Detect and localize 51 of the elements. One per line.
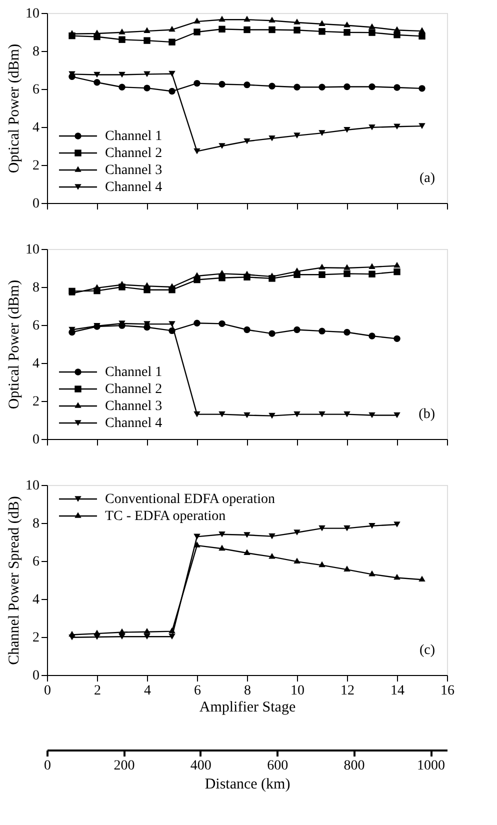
x2-tick-label: 400: [190, 758, 212, 774]
x2-tick-label: 800: [344, 758, 365, 774]
x-tick-label: 2: [94, 684, 101, 698]
y-tick-label: 8: [32, 280, 40, 296]
y-axis-title: Optical Power (dBm): [6, 44, 22, 174]
legend-label: Channel 2: [105, 146, 162, 161]
annotation: (c): [419, 643, 436, 658]
legend-label: Channel 3: [105, 399, 162, 414]
y-tick-label: 2: [32, 158, 40, 174]
legend-label: Channel 1: [105, 129, 162, 144]
x-tick-label: 8: [244, 684, 251, 698]
y-tick-label: 6: [32, 318, 40, 334]
x2-tick-label: 200: [114, 758, 135, 774]
legend-label: Channel 2: [105, 382, 162, 397]
legend-label: TC - EDFA operation: [105, 509, 226, 524]
y-tick-label: 0: [32, 196, 40, 212]
legend-label: Channel 4: [105, 416, 162, 431]
x-tick-label: 4: [144, 684, 151, 698]
y-tick-label: 10: [26, 478, 40, 494]
x2-tick-label: 600: [267, 758, 288, 774]
x-tick-label: 16: [440, 684, 454, 698]
y-tick-label: 10: [26, 6, 40, 22]
x-tick-label: 6: [194, 684, 201, 698]
legend-label: Channel 1: [105, 365, 162, 380]
x2-tick-label: 1000: [417, 758, 446, 774]
legend-label: Channel 3: [105, 163, 162, 178]
x-axis-title: Amplifier Stage: [199, 700, 296, 716]
y-tick-label: 2: [32, 630, 40, 646]
legend-label: Channel 4: [105, 180, 162, 195]
x-tick-label: 0: [44, 684, 51, 698]
y-tick-label: 4: [32, 120, 40, 136]
y-tick-label: 4: [32, 592, 40, 608]
x2-tick-label: 0: [44, 758, 51, 774]
x-tick-label: 14: [390, 684, 404, 698]
y-axis-title: Channel Power Spread (dB): [6, 496, 22, 665]
x-tick-label: 12: [340, 684, 354, 698]
y-tick-label: 6: [32, 554, 40, 570]
y-tick-label: 8: [32, 516, 40, 532]
x2-axis-title: Distance (km): [204, 776, 290, 792]
y-tick-label: 0: [32, 668, 40, 684]
annotation: (b): [418, 407, 436, 422]
y-tick-label: 0: [32, 432, 40, 448]
x-tick-label: 10: [290, 684, 304, 698]
y-tick-label: 4: [32, 356, 40, 372]
y-tick-label: 10: [26, 242, 40, 258]
legend-label: Conventional EDFA operation: [105, 492, 276, 507]
y-axis-title: Optical Power (dBm): [6, 280, 22, 410]
y-tick-label: 8: [32, 44, 40, 60]
annotation: (a): [419, 171, 436, 186]
y-tick-label: 6: [32, 82, 40, 98]
y-tick-label: 2: [32, 394, 40, 410]
